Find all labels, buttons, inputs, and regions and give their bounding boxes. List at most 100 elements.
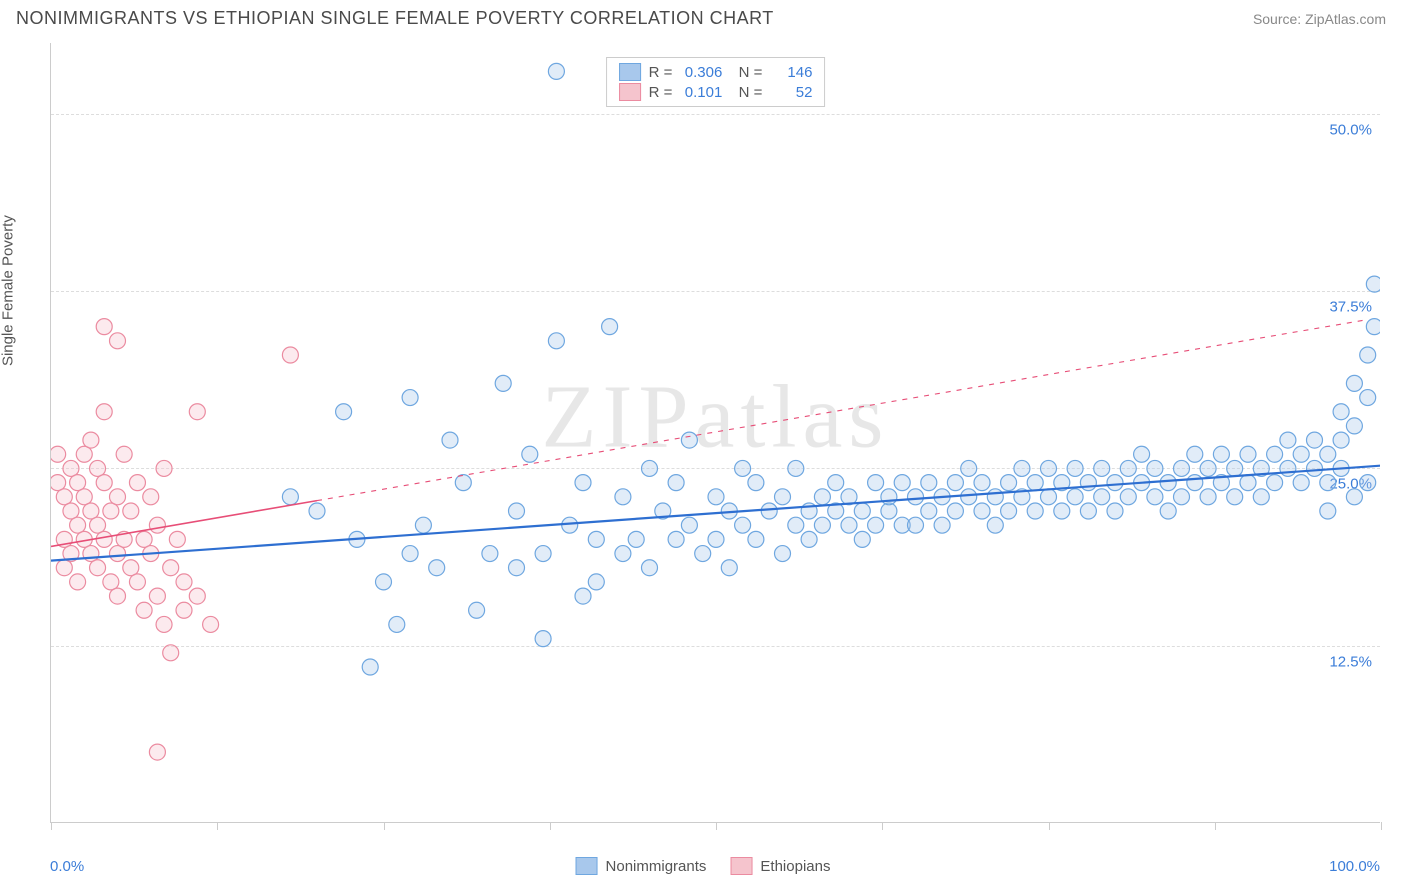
- data-point-nonimmigrants: [1360, 390, 1376, 406]
- legend-item-nonimmigrants: Nonimmigrants: [576, 857, 707, 875]
- data-point-ethiopians: [282, 347, 298, 363]
- data-point-nonimmigrants: [1027, 475, 1043, 491]
- data-point-nonimmigrants: [1360, 347, 1376, 363]
- data-point-nonimmigrants: [1067, 489, 1083, 505]
- data-point-nonimmigrants: [748, 475, 764, 491]
- data-point-nonimmigrants: [1094, 460, 1110, 476]
- data-point-ethiopians: [90, 517, 106, 533]
- legend-stats-row-1: R = 0.306 N = 146: [619, 62, 813, 82]
- data-point-nonimmigrants: [1187, 446, 1203, 462]
- x-axis-label-min: 0.0%: [50, 858, 84, 875]
- data-point-ethiopians: [123, 503, 139, 519]
- data-point-nonimmigrants: [748, 531, 764, 547]
- data-point-nonimmigrants: [1041, 460, 1057, 476]
- data-point-ethiopians: [156, 460, 172, 476]
- stat-n-1: 146: [770, 64, 812, 81]
- x-tick: [550, 822, 551, 830]
- data-point-nonimmigrants: [987, 489, 1003, 505]
- data-point-nonimmigrants: [788, 460, 804, 476]
- data-point-nonimmigrants: [908, 517, 924, 533]
- data-point-nonimmigrants: [775, 489, 791, 505]
- plot-svg: [51, 43, 1380, 822]
- legend-stats: R = 0.306 N = 146 R = 0.101 N = 52: [606, 57, 826, 107]
- data-point-nonimmigrants: [814, 517, 830, 533]
- data-point-nonimmigrants: [1293, 446, 1309, 462]
- data-point-nonimmigrants: [1054, 503, 1070, 519]
- chart-header: NONIMMIGRANTS VS ETHIOPIAN SINGLE FEMALE…: [0, 0, 1406, 33]
- data-point-ethiopians: [83, 432, 99, 448]
- data-point-nonimmigrants: [881, 489, 897, 505]
- data-point-ethiopians: [163, 645, 179, 661]
- data-point-nonimmigrants: [309, 503, 325, 519]
- data-point-nonimmigrants: [1240, 475, 1256, 491]
- data-point-nonimmigrants: [854, 503, 870, 519]
- data-point-ethiopians: [56, 489, 72, 505]
- data-point-ethiopians: [63, 460, 79, 476]
- data-point-nonimmigrants: [535, 631, 551, 647]
- data-point-ethiopians: [149, 517, 165, 533]
- data-point-nonimmigrants: [455, 475, 471, 491]
- data-point-nonimmigrants: [495, 375, 511, 391]
- data-point-nonimmigrants: [868, 517, 884, 533]
- data-point-ethiopians: [129, 475, 145, 491]
- data-point-ethiopians: [96, 319, 112, 335]
- data-point-nonimmigrants: [974, 475, 990, 491]
- data-point-nonimmigrants: [908, 489, 924, 505]
- data-point-nonimmigrants: [602, 319, 618, 335]
- stat-r-1: 0.306: [680, 64, 722, 81]
- data-point-ethiopians: [90, 460, 106, 476]
- data-point-nonimmigrants: [974, 503, 990, 519]
- data-point-nonimmigrants: [961, 489, 977, 505]
- x-tick: [716, 822, 717, 830]
- data-point-ethiopians: [76, 446, 92, 462]
- data-point-ethiopians: [110, 333, 126, 349]
- data-point-nonimmigrants: [721, 560, 737, 576]
- data-point-nonimmigrants: [535, 546, 551, 562]
- plot-area: 12.5%25.0%37.5%50.0% ZIPatlas R = 0.306 …: [50, 43, 1380, 823]
- data-point-ethiopians: [123, 560, 139, 576]
- data-point-nonimmigrants: [708, 489, 724, 505]
- data-point-nonimmigrants: [1160, 475, 1176, 491]
- data-point-nonimmigrants: [469, 602, 485, 618]
- data-point-nonimmigrants: [562, 517, 578, 533]
- data-point-ethiopians: [116, 446, 132, 462]
- data-point-nonimmigrants: [1001, 503, 1017, 519]
- data-point-ethiopians: [70, 574, 86, 590]
- data-point-nonimmigrants: [841, 517, 857, 533]
- data-point-nonimmigrants: [961, 460, 977, 476]
- data-point-nonimmigrants: [775, 546, 791, 562]
- data-point-nonimmigrants: [1293, 475, 1309, 491]
- data-point-nonimmigrants: [615, 546, 631, 562]
- data-point-nonimmigrants: [814, 489, 830, 505]
- legend-swatch-pink: [619, 83, 641, 101]
- data-point-nonimmigrants: [1200, 489, 1216, 505]
- y-axis-title: Single Female Poverty: [0, 215, 17, 366]
- legend-label-ethiopians: Ethiopians: [760, 858, 830, 875]
- data-point-nonimmigrants: [947, 475, 963, 491]
- data-point-ethiopians: [70, 517, 86, 533]
- legend-categories: Nonimmigrants Ethiopians: [576, 857, 831, 875]
- data-point-nonimmigrants: [628, 531, 644, 547]
- data-point-nonimmigrants: [947, 503, 963, 519]
- data-point-nonimmigrants: [1014, 460, 1030, 476]
- data-point-ethiopians: [189, 588, 205, 604]
- data-point-nonimmigrants: [575, 588, 591, 604]
- data-point-nonimmigrants: [482, 546, 498, 562]
- data-point-nonimmigrants: [1320, 446, 1336, 462]
- data-point-nonimmigrants: [642, 460, 658, 476]
- data-point-ethiopians: [103, 503, 119, 519]
- data-point-nonimmigrants: [761, 503, 777, 519]
- data-point-ethiopians: [176, 602, 192, 618]
- data-point-nonimmigrants: [1120, 489, 1136, 505]
- data-point-ethiopians: [70, 475, 86, 491]
- data-point-nonimmigrants: [1107, 503, 1123, 519]
- data-point-nonimmigrants: [1320, 475, 1336, 491]
- data-point-ethiopians: [56, 560, 72, 576]
- data-point-nonimmigrants: [588, 574, 604, 590]
- data-point-nonimmigrants: [1147, 489, 1163, 505]
- data-point-ethiopians: [96, 475, 112, 491]
- data-point-nonimmigrants: [615, 489, 631, 505]
- data-point-nonimmigrants: [1307, 460, 1323, 476]
- data-point-nonimmigrants: [1147, 460, 1163, 476]
- x-tick: [1381, 822, 1382, 830]
